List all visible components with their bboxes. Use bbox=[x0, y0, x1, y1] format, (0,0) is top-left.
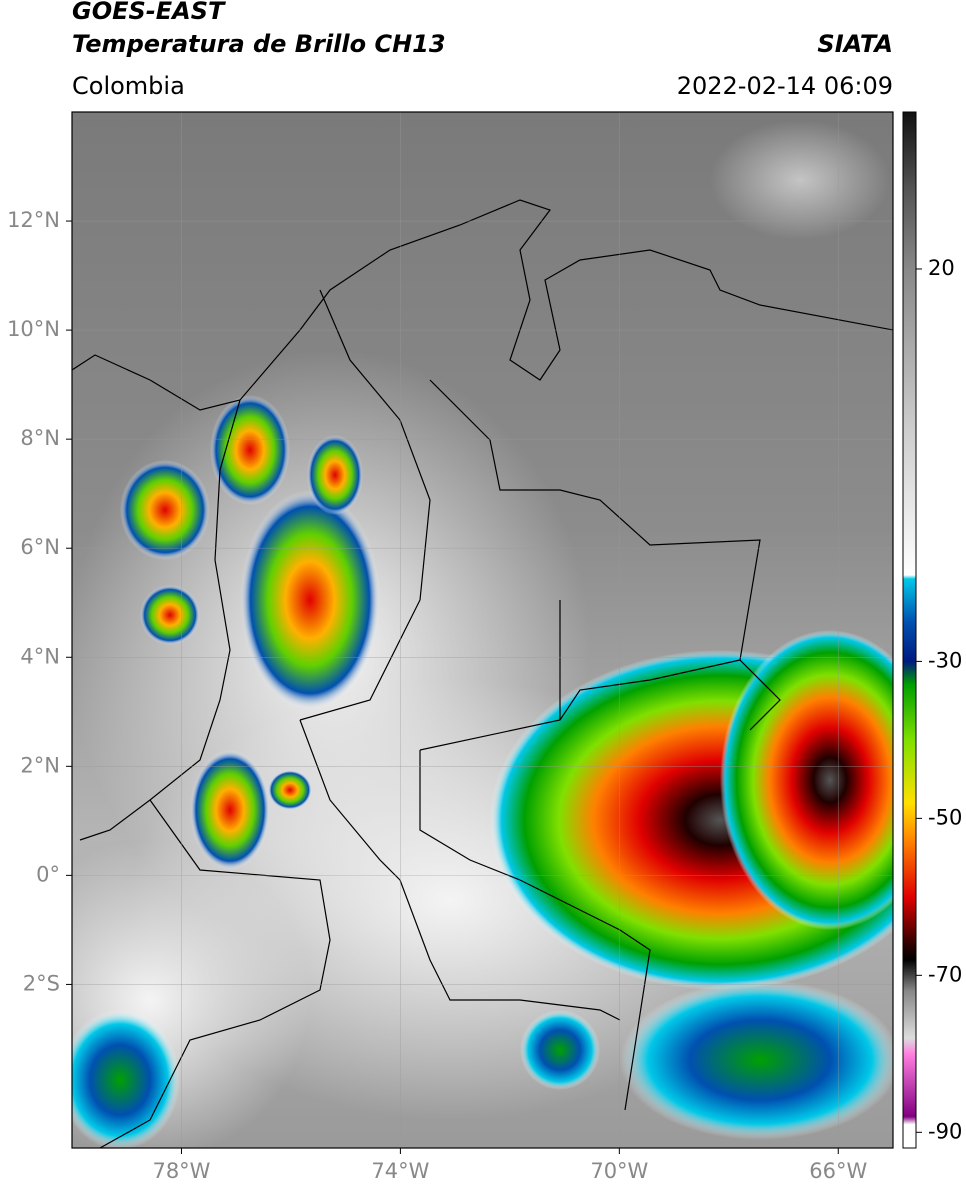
region: Colombia bbox=[72, 72, 185, 100]
colorbar-tick-label: -30 bbox=[928, 648, 962, 672]
colorbar-tick-label: -90 bbox=[928, 1119, 962, 1143]
lat-tick-label: 4°N bbox=[20, 644, 60, 668]
lat-tick-label: 0° bbox=[36, 862, 60, 886]
datetime: 2022-02-14 06:09 bbox=[677, 72, 893, 100]
lat-tick-label: 12°N bbox=[7, 208, 60, 232]
lat-tick-label: 6°N bbox=[20, 535, 60, 559]
lat-tick-label: 2°S bbox=[23, 971, 60, 995]
grid bbox=[72, 112, 893, 1148]
lon-tick-label: 70°W bbox=[590, 1159, 648, 1183]
satellite-image bbox=[72, 112, 893, 1148]
map-frame bbox=[71, 111, 894, 1149]
colorbar-tick-label: -70 bbox=[928, 962, 962, 986]
source: SIATA bbox=[817, 30, 893, 58]
lat-tick-label: 10°N bbox=[7, 317, 60, 341]
colorbar bbox=[902, 111, 917, 1149]
colorbar-tick-label: -50 bbox=[928, 805, 962, 829]
lat-tick-label: 2°N bbox=[20, 753, 60, 777]
lon-tick-label: 66°W bbox=[809, 1159, 867, 1183]
subtitle: Temperatura de Brillo CH13 bbox=[72, 30, 446, 58]
lon-tick-label: 78°W bbox=[152, 1159, 210, 1183]
lon-tick-label: 74°W bbox=[371, 1159, 429, 1183]
lat-tick-label: 8°N bbox=[20, 426, 60, 450]
colorbar-tick-label: 20 bbox=[928, 256, 955, 280]
title: GOES-EAST bbox=[72, 0, 226, 25]
